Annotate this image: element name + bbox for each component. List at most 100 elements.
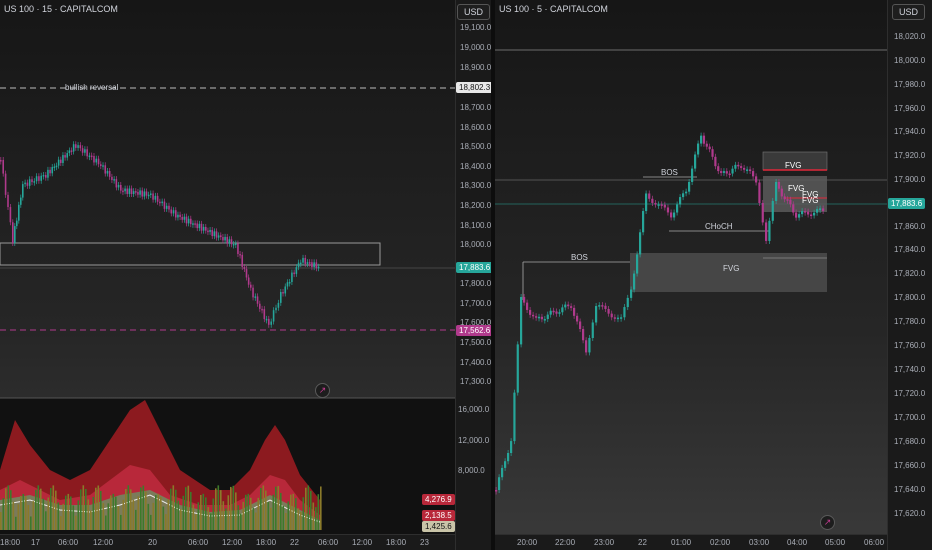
volume-bar <box>257 497 260 530</box>
candle <box>272 310 275 322</box>
left-time-axis[interactable]: 18:00 17 06:00 12:00 20 06:00 12:00 18:0… <box>0 534 455 550</box>
candle <box>135 191 137 193</box>
volume-bar <box>150 514 152 530</box>
candle <box>639 232 642 255</box>
left-currency-button[interactable]: USD <box>457 4 491 20</box>
candle <box>728 173 731 176</box>
right-currency-button[interactable]: USD <box>892 4 926 20</box>
time-tick: 18:00 <box>0 538 21 547</box>
volume-bar <box>22 493 25 530</box>
current-price-tag: 17,883.6 <box>456 262 491 273</box>
candle <box>194 223 196 225</box>
volume-bar <box>145 491 147 530</box>
candle <box>507 452 510 462</box>
volume-bar <box>165 514 167 530</box>
candle <box>807 211 810 215</box>
candle <box>7 194 9 208</box>
reversal-price-tag: 18,802.3 <box>456 82 491 93</box>
volume-bar <box>232 485 235 530</box>
candle <box>252 287 254 298</box>
candle <box>582 329 585 341</box>
candle <box>630 289 633 298</box>
right-time-axis[interactable]: 20:00 22:00 23:00 22 01:00 02:00 03:00 0… <box>495 534 887 550</box>
volume-bar <box>250 497 252 530</box>
candle <box>304 257 307 264</box>
candle <box>714 156 717 167</box>
volume-bar <box>77 500 80 530</box>
left-chart-pane[interactable]: bullish reversal ↗ US 100 · 15 · CAPITAL… <box>0 0 491 550</box>
volume-bar <box>207 507 210 530</box>
candle <box>535 316 538 318</box>
candle <box>163 201 166 209</box>
candle <box>540 316 544 320</box>
candle <box>691 168 694 182</box>
candle <box>660 204 663 206</box>
volume-bar <box>230 486 232 530</box>
candle <box>743 167 746 170</box>
candle <box>126 188 129 194</box>
price-tick: 17,780.0 <box>894 317 926 326</box>
candle <box>549 310 552 315</box>
candle <box>95 158 98 163</box>
candle <box>705 143 708 147</box>
current-price-tag: 17,883.6 <box>888 198 926 209</box>
candle <box>543 319 546 321</box>
candle <box>755 176 758 183</box>
price-tick: 17,660.0 <box>894 461 926 470</box>
candle <box>752 171 755 177</box>
candle <box>651 198 654 203</box>
candle <box>222 237 224 241</box>
candle <box>268 318 270 325</box>
candle <box>122 190 124 193</box>
volume-bar <box>190 491 192 530</box>
candle <box>501 467 504 478</box>
volume-bar <box>12 501 15 530</box>
volume-bar <box>115 496 117 530</box>
fvg-label-2: FVG <box>788 184 804 193</box>
indicator-tag-1: 4,276.9 <box>422 494 455 505</box>
price-tick: 18,500.0 <box>460 142 491 151</box>
candle <box>720 171 723 173</box>
candle <box>282 292 284 294</box>
volume-bar <box>265 490 267 530</box>
volume-bar <box>312 502 315 530</box>
indicator-tick: 8,000.0 <box>458 466 485 475</box>
candle <box>315 262 318 269</box>
volume-bar <box>55 490 57 530</box>
time-tick: 12:00 <box>222 538 243 547</box>
candle <box>45 175 47 178</box>
candle <box>150 193 152 195</box>
candle <box>648 193 651 199</box>
candle <box>175 210 177 218</box>
left-price-axis[interactable]: USD 19,100.0 19,000.0 18,900.0 18,700.0 … <box>455 0 491 550</box>
right-price-axis[interactable]: USD 18,020.0 18,000.0 17,980.0 17,960.0 … <box>887 0 932 550</box>
candle <box>68 150 71 154</box>
candle <box>804 211 807 213</box>
candle <box>604 305 607 309</box>
right-chart-canvas[interactable]: BOS BOS CHoCH FVG FVG FVG FVG FVG <box>495 0 887 550</box>
candle <box>239 253 241 256</box>
time-tick: 23 <box>420 538 429 547</box>
candle <box>237 243 239 254</box>
candle <box>293 272 295 275</box>
pane-divider[interactable] <box>491 0 495 550</box>
left-chart-canvas[interactable]: bullish reversal <box>0 0 455 550</box>
candle <box>147 194 150 197</box>
volume-bar <box>197 502 200 530</box>
candle <box>207 230 209 233</box>
volume-bar <box>300 511 302 530</box>
time-tick: 06:00 <box>318 538 339 547</box>
candle <box>117 184 120 188</box>
volume-bar <box>35 489 37 530</box>
candle <box>775 182 778 201</box>
volume-bar <box>70 496 72 530</box>
time-tick: 03:00 <box>749 538 770 547</box>
volume-bar <box>125 489 127 530</box>
candle <box>558 312 561 314</box>
volume-bar <box>290 494 292 530</box>
candle <box>113 179 115 181</box>
candle <box>636 254 639 274</box>
candle <box>2 160 4 174</box>
candle <box>35 176 38 182</box>
right-chart-pane[interactable]: BOS BOS CHoCH FVG FVG FVG FVG FVG ↗ US 1… <box>495 0 932 550</box>
